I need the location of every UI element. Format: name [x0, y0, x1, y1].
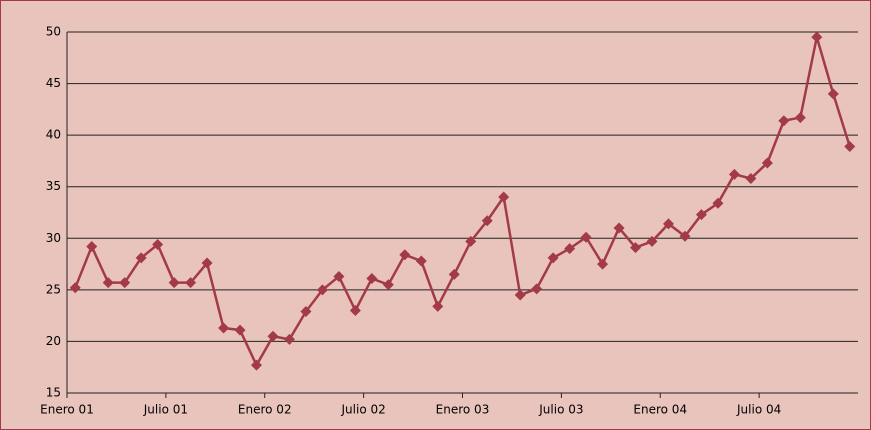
data-point: [349, 304, 361, 316]
data-point: [135, 252, 147, 264]
data-point: [185, 277, 197, 289]
data-point: [267, 330, 279, 342]
data-point: [432, 300, 444, 312]
data-point: [646, 235, 658, 247]
y-tick-label: 40: [46, 128, 61, 142]
y-tick-label: 35: [46, 179, 61, 193]
data-point: [580, 231, 592, 243]
data-point: [415, 255, 427, 267]
data-point: [316, 284, 328, 296]
x-tick-label: Julio 03: [538, 403, 583, 417]
data-point: [794, 112, 806, 124]
data-point: [168, 277, 180, 289]
data-point: [695, 209, 707, 221]
x-tick-label: Enero 01: [40, 403, 94, 417]
y-tick-label: 50: [46, 25, 61, 39]
data-point: [448, 268, 460, 280]
data-point: [399, 249, 411, 261]
data-point: [662, 218, 674, 230]
data-point: [218, 322, 230, 334]
y-tick-label: 20: [46, 334, 61, 348]
data-line: [74, 36, 851, 368]
x-tick-label: Julio 02: [341, 403, 386, 417]
data-point: [465, 235, 477, 247]
x-tick-label: Julio 04: [736, 403, 781, 417]
data-point: [300, 306, 312, 318]
x-tick-label: Enero 04: [633, 403, 687, 417]
data-point: [679, 230, 691, 242]
data-point: [514, 289, 526, 301]
data-point: [119, 277, 131, 289]
data-point: [712, 197, 724, 209]
data-point: [481, 215, 493, 227]
data-point: [547, 252, 559, 264]
y-tick-label: 45: [46, 76, 61, 90]
data-point: [283, 333, 295, 345]
y-tick-label: 25: [46, 282, 61, 296]
data-point: [778, 115, 790, 127]
data-point: [69, 282, 81, 294]
data-point: [86, 241, 98, 253]
data-point: [827, 88, 839, 100]
data-point: [333, 270, 345, 282]
data-point: [498, 191, 510, 203]
data-point: [251, 359, 263, 371]
data-point: [630, 242, 642, 254]
data-point: [613, 222, 625, 234]
x-tick-label: Enero 02: [238, 403, 292, 417]
data-point: [811, 31, 823, 43]
x-tick-label: Julio 01: [143, 403, 188, 417]
data-point: [531, 283, 543, 295]
data-point: [102, 277, 114, 289]
data-point: [728, 168, 740, 180]
data-point: [234, 324, 246, 336]
data-point: [382, 279, 394, 291]
data-point: [152, 238, 164, 250]
x-tick-label: Enero 03: [436, 403, 490, 417]
data-point: [564, 243, 576, 255]
data-point: [366, 273, 378, 285]
y-tick-label: 30: [46, 231, 61, 245]
data-point: [597, 258, 609, 270]
data-point: [844, 140, 856, 152]
data-point: [761, 157, 773, 169]
data-point: [745, 172, 757, 184]
data-point: [201, 257, 213, 269]
y-tick-label: 15: [46, 386, 61, 400]
